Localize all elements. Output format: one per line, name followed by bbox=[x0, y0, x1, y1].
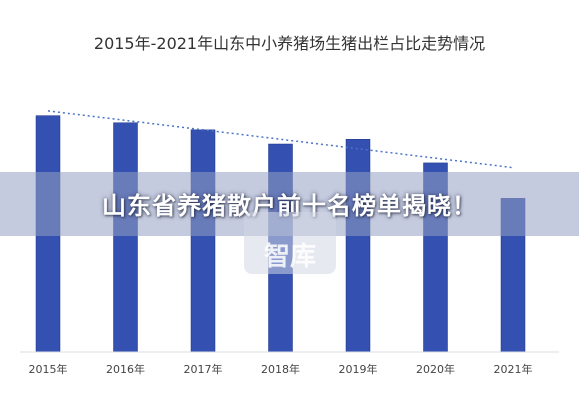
x-tick-labels: 2015年 2016年 2017年 2018年 2019年 2020年 2021年 bbox=[29, 362, 533, 376]
x-tick-label: 2016年 bbox=[106, 362, 145, 376]
trendline-layer bbox=[47, 110, 514, 169]
x-tick-label: 2020年 bbox=[416, 362, 455, 376]
x-tick-label: 2018年 bbox=[261, 362, 300, 376]
x-tick-label: 2021年 bbox=[494, 362, 533, 376]
watermark-text: 智库 bbox=[263, 242, 316, 272]
x-tick-label: 2019年 bbox=[339, 362, 378, 376]
trendline bbox=[47, 110, 514, 169]
x-tick-label: 2015年 bbox=[29, 362, 68, 376]
bar-2016年 bbox=[113, 122, 138, 353]
watermark-badge bbox=[244, 212, 336, 274]
chart-title: 2015年-2021年山东中小养猪场生猪出栏占比走势情况 bbox=[93, 34, 486, 53]
x-tick-label: 2017年 bbox=[184, 362, 223, 376]
bar-2017年 bbox=[190, 129, 216, 353]
